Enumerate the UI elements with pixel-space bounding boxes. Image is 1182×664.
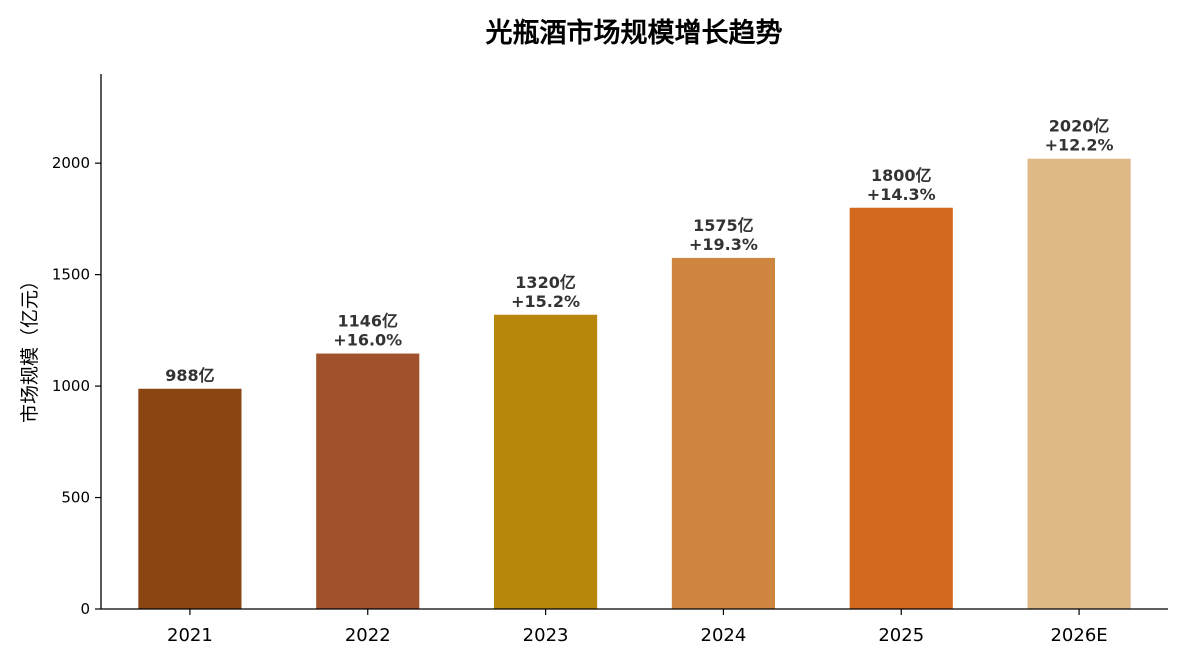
bar-value-label: 988亿: [165, 366, 214, 385]
bar: [316, 353, 420, 609]
bar-value-label: 1320亿: [515, 273, 576, 292]
bar-growth-label: +16.0%: [333, 331, 402, 350]
bars: [138, 158, 1131, 610]
x-tick-label: 2024: [701, 625, 747, 646]
bar-value-label: 1575亿: [693, 216, 754, 235]
bar-value-label: 1146亿: [337, 312, 398, 331]
y-tick-label: 2000: [52, 154, 90, 172]
bar: [671, 257, 775, 609]
y-tick-label: 1000: [52, 377, 90, 395]
bar: [1027, 158, 1131, 610]
x-tick-label: 2025: [878, 625, 924, 646]
bar: [494, 314, 598, 609]
axis-ticks: 0 500 1000 1500 2000 2021 2022 2023 2024 2025 2026…: [52, 154, 1108, 646]
chart-title: 光瓶酒市场规模增长趋势: [485, 17, 783, 49]
x-tick-label: 2026E: [1050, 625, 1107, 646]
y-tick-label: 1500: [52, 266, 90, 284]
bar-growth-label: +15.2%: [511, 292, 580, 311]
y-axis-label: 市场规模（亿元）: [19, 271, 41, 423]
bar-growth-label: +12.2%: [1045, 136, 1114, 155]
x-tick-label: 2023: [523, 625, 569, 646]
x-tick-label: 2021: [167, 625, 213, 646]
x-tick-label: 2022: [345, 625, 391, 646]
bar-value-label: 2020亿: [1049, 117, 1110, 136]
bar-labels: 988亿 1146亿+16.0% 1320亿+15.2% 1575亿+19.3% 180…: [165, 117, 1113, 385]
bar: [138, 388, 242, 609]
bar-growth-label: +19.3%: [689, 235, 758, 254]
bar: [849, 207, 953, 609]
y-tick-label: 0: [80, 600, 90, 618]
bar-growth-label: +14.3%: [867, 185, 936, 204]
y-tick-label: 500: [61, 489, 90, 507]
bar-value-label: 1800亿: [871, 166, 932, 185]
